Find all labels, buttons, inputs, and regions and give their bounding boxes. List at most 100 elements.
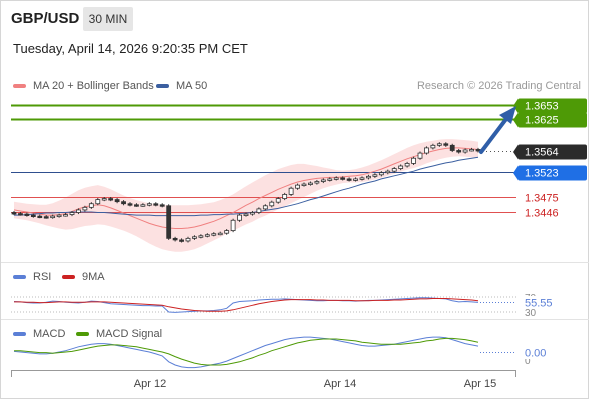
candle-body bbox=[436, 143, 442, 146]
candle-body bbox=[250, 212, 255, 215]
candle-body bbox=[411, 157, 416, 164]
candle-body bbox=[301, 183, 307, 186]
level-tag-pointer bbox=[513, 144, 518, 160]
candle bbox=[172, 236, 178, 242]
candle bbox=[43, 215, 49, 219]
candle-body bbox=[217, 232, 223, 236]
candle bbox=[353, 177, 358, 182]
candle bbox=[411, 156, 416, 165]
candle-body bbox=[140, 204, 146, 207]
candle bbox=[24, 212, 30, 217]
candle bbox=[69, 210, 75, 217]
legend-macd-signal-label: MACD Signal bbox=[96, 328, 163, 340]
candle bbox=[301, 182, 307, 187]
candle bbox=[146, 202, 152, 207]
candle-body bbox=[320, 179, 326, 182]
candle bbox=[456, 148, 462, 154]
candle bbox=[88, 202, 94, 209]
candle-body bbox=[462, 149, 468, 153]
rsi-line bbox=[13, 297, 479, 313]
candle bbox=[295, 183, 300, 190]
level-tag-pointer bbox=[513, 165, 518, 181]
candle-body bbox=[230, 219, 236, 232]
rsi-value-bg bbox=[520, 296, 560, 309]
macd-swatch bbox=[13, 332, 26, 337]
macd-signal-swatch bbox=[76, 332, 89, 337]
candle bbox=[424, 146, 429, 155]
candle-body bbox=[172, 237, 178, 241]
candle bbox=[18, 212, 23, 216]
candle bbox=[436, 142, 442, 147]
candle-body bbox=[424, 147, 429, 154]
candle-body bbox=[295, 184, 300, 189]
level-tag-resistance bbox=[518, 112, 587, 128]
candle bbox=[275, 197, 281, 204]
timeframe-button[interactable]: 30 MIN bbox=[83, 7, 133, 31]
candle bbox=[224, 229, 230, 235]
macd-value-label: 0.00 bbox=[525, 348, 546, 360]
candle bbox=[37, 214, 43, 219]
candle-body bbox=[275, 198, 281, 203]
candle-body bbox=[192, 236, 197, 239]
candle-body bbox=[76, 209, 81, 213]
candle bbox=[391, 167, 397, 173]
candle bbox=[333, 176, 339, 181]
candle bbox=[308, 181, 313, 186]
candle-body bbox=[237, 214, 242, 221]
candle bbox=[166, 204, 172, 240]
candle bbox=[95, 198, 101, 206]
level-label: 1.3446 bbox=[525, 208, 559, 220]
candle-body bbox=[353, 178, 358, 181]
x-tick-label: Apr 15 bbox=[464, 378, 496, 390]
rsi-ma-line bbox=[14, 298, 479, 312]
forecast-arrow-shaft bbox=[479, 117, 508, 154]
level-tag-pivot bbox=[518, 165, 587, 181]
candle bbox=[346, 177, 352, 182]
candle bbox=[114, 198, 120, 204]
candle-body bbox=[153, 203, 159, 206]
legend-macd: MACD bbox=[13, 328, 65, 340]
legend-rsi-label: RSI bbox=[33, 271, 52, 283]
candle bbox=[359, 176, 365, 181]
candle bbox=[327, 177, 333, 182]
candle bbox=[449, 143, 455, 153]
candle bbox=[179, 238, 184, 243]
candle bbox=[404, 161, 410, 168]
candle bbox=[262, 204, 268, 211]
x-tick-label: Apr 12 bbox=[134, 378, 166, 390]
candle bbox=[462, 148, 468, 154]
level-tag-resistance bbox=[518, 98, 587, 114]
legend-ma20-bb: MA 20 + Bollinger Bands bbox=[13, 80, 154, 92]
candle-body bbox=[50, 215, 56, 219]
macd-line bbox=[13, 336, 479, 369]
candle-body bbox=[288, 187, 294, 195]
candle bbox=[153, 202, 159, 207]
legend-ma20-bb-label: MA 20 + Bollinger Bands bbox=[33, 80, 154, 92]
candle-body bbox=[24, 213, 30, 216]
candle-body bbox=[314, 181, 320, 184]
candle bbox=[121, 200, 126, 206]
candle bbox=[417, 151, 423, 160]
candle bbox=[320, 178, 326, 184]
candle-body bbox=[256, 208, 262, 213]
candle-body bbox=[121, 201, 126, 205]
legend-rsi-ma-label: 9MA bbox=[82, 271, 105, 283]
candle-body bbox=[372, 174, 378, 177]
forecast-arrow-head bbox=[499, 106, 516, 124]
candle-body bbox=[449, 144, 455, 151]
candle bbox=[56, 213, 62, 218]
copyright-text: Research © 2026 Trading Central bbox=[416, 80, 581, 92]
candle bbox=[250, 210, 255, 216]
candle bbox=[134, 203, 139, 207]
candle-body bbox=[185, 237, 191, 242]
rsi-tick-label: 30 bbox=[525, 308, 537, 319]
candle-body bbox=[114, 199, 120, 203]
candle-body bbox=[204, 234, 210, 237]
candle-body bbox=[30, 214, 36, 218]
legend-macd-label: MACD bbox=[33, 328, 66, 340]
macd-value-bg bbox=[520, 346, 556, 359]
candle-body bbox=[340, 177, 346, 180]
candle bbox=[230, 218, 236, 233]
level-tag-last-price bbox=[518, 144, 587, 160]
